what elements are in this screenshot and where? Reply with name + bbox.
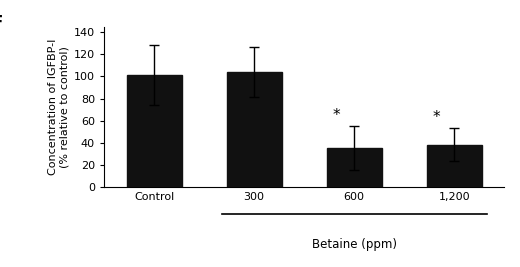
Text: *: * (332, 108, 340, 123)
Bar (327, 148, 382, 187)
Bar (126, 75, 181, 187)
Text: F: F (0, 14, 3, 32)
Bar (427, 145, 482, 187)
Text: Betaine (ppm): Betaine (ppm) (312, 238, 397, 251)
Y-axis label: Concentration of IGFBP-I
(% relative to control): Concentration of IGFBP-I (% relative to … (48, 39, 70, 175)
Bar (227, 72, 282, 187)
Text: *: * (433, 110, 440, 125)
